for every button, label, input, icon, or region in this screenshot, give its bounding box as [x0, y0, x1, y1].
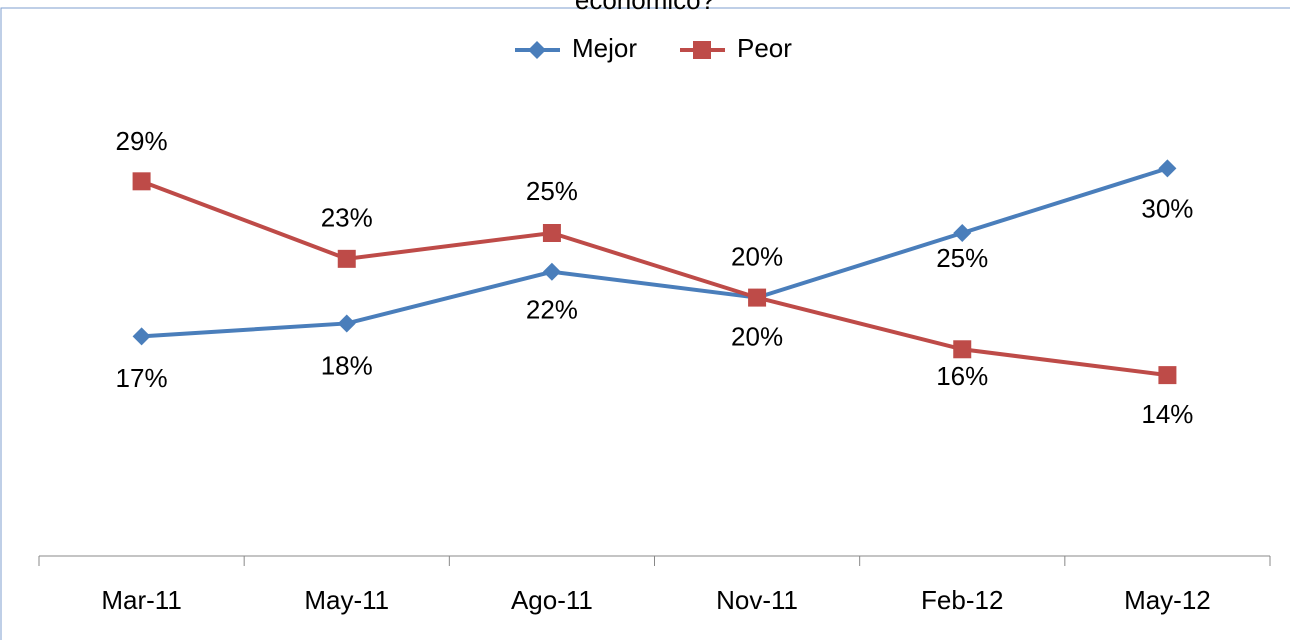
data-point [132, 327, 151, 346]
data-label: 22% [526, 295, 578, 325]
data-point [1158, 159, 1177, 178]
legend-label: Peor [737, 33, 792, 63]
x-tick-label: May-12 [1124, 585, 1211, 615]
x-tick-label: Mar-11 [101, 585, 181, 615]
data-point [953, 340, 972, 359]
legend-marker [528, 41, 546, 59]
data-label: 20% [731, 241, 783, 271]
data-label: 17% [116, 363, 168, 393]
data-point [1158, 366, 1177, 385]
data-label: 23% [321, 203, 373, 233]
x-tick-label: Feb-12 [921, 585, 1003, 615]
data-label: 30% [1141, 193, 1193, 223]
data-label: 16% [936, 361, 988, 391]
series-line [140, 179, 1168, 378]
legend-label: Mejor [572, 33, 637, 63]
data-label: 18% [321, 350, 373, 380]
data-label: 14% [1141, 399, 1193, 429]
data-point [542, 224, 561, 242]
series-line [141, 166, 1169, 339]
data-point [132, 172, 151, 191]
data-point [748, 288, 767, 307]
x-tick-label: May-11 [304, 585, 389, 615]
x-tick-label: Nov-11 [716, 585, 798, 615]
data-point [337, 249, 356, 268]
data-point [953, 224, 972, 242]
data-label: 29% [116, 126, 168, 156]
legend-marker [693, 41, 711, 59]
data-label: 25% [936, 243, 988, 273]
data-point [337, 314, 356, 333]
chart-frame [0, 7, 1290, 640]
chart-title: económico? [575, 0, 715, 15]
x-tick-label: Ago-11 [511, 585, 593, 615]
data-point [542, 262, 561, 281]
data-label: 20% [731, 321, 783, 351]
data-label: 25% [526, 176, 578, 206]
